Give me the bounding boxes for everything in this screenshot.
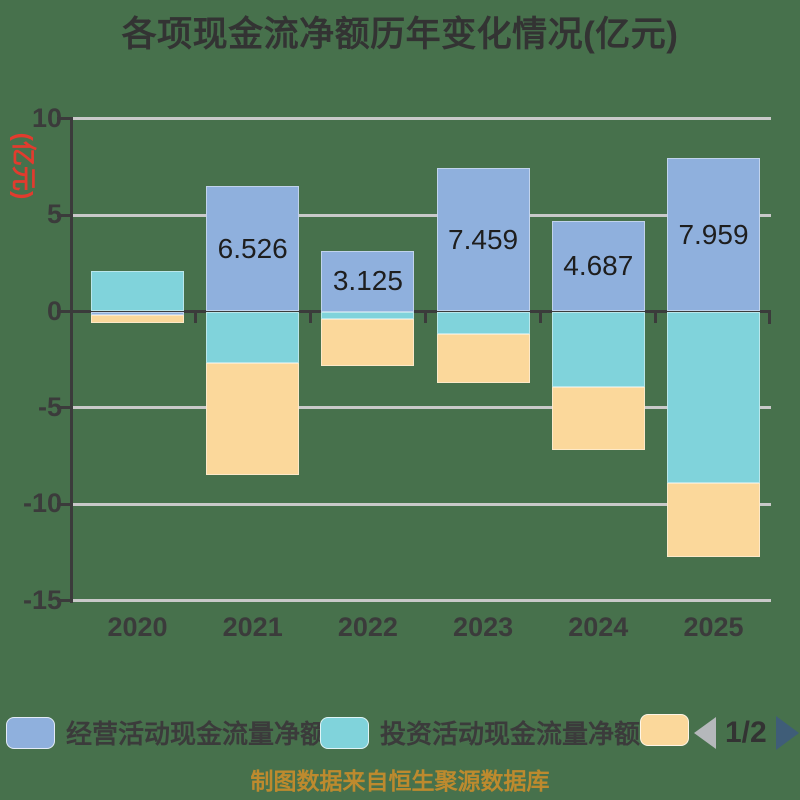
- pager-prev-icon[interactable]: [694, 717, 716, 749]
- zero-axis-tick-1: [193, 311, 197, 323]
- zero-axis-tick-4: [539, 311, 543, 323]
- bar-segment-s2-2023: [436, 311, 530, 334]
- zero-axis-tick-5: [654, 311, 658, 323]
- pager-next-icon[interactable]: [775, 716, 799, 750]
- y-tick-label--10: -10: [22, 488, 62, 519]
- y-tick-10: [57, 117, 71, 121]
- financing-series-swatch: [640, 714, 689, 746]
- chart-title: 各项现金流净额历年变化情况(亿元): [121, 15, 679, 54]
- bar-segment-s3-2024: [551, 386, 645, 451]
- investing-series-swatch: [320, 716, 369, 749]
- bar-segment-s3-2022: [321, 318, 415, 366]
- legend-item-investing[interactable]: 投资活动现金流量净额: [320, 714, 640, 751]
- operating-series-swatch: [6, 716, 55, 749]
- bar-segment-s2-2021: [206, 311, 300, 363]
- legend: 经营活动现金流量净额 投资活动现金流量净额 1/2: [0, 714, 800, 758]
- bar-segment-s3-2023: [436, 333, 530, 383]
- legend-item-operating[interactable]: 经营活动现金流量净额: [6, 714, 326, 751]
- gridline--15: [72, 599, 771, 603]
- y-tick-label-0: 0: [46, 295, 62, 326]
- bar-segment-s1-2020: [91, 311, 184, 316]
- y-tick-label-10: 10: [31, 102, 62, 133]
- gridline-10: [72, 117, 771, 121]
- legend-label-investing: 投资活动现金流量净额: [380, 719, 641, 749]
- bar-segment-s2-2022: [321, 311, 415, 319]
- bar-segment-s1-2022: [321, 251, 415, 312]
- bar-segment-s1-2023: [436, 167, 530, 312]
- bar-value-label-2025: 7.959: [678, 218, 749, 250]
- x-tick-label-2022: 2022: [337, 612, 398, 642]
- bar-value-label-2023: 7.459: [448, 223, 519, 255]
- gridline--10: [72, 502, 771, 506]
- y-tick-label-5: 5: [46, 199, 62, 230]
- legend-label-operating: 经营活动现金流量净额: [66, 719, 327, 749]
- y-tick--10: [57, 502, 71, 506]
- y-tick--15: [57, 599, 71, 603]
- bar-segment-s1-2024: [551, 221, 645, 312]
- bar-segment-s1-2025: [667, 158, 760, 312]
- bar-segment-s2-2024: [551, 311, 645, 387]
- x-tick-label-2024: 2024: [568, 612, 629, 642]
- y-tick-5: [57, 213, 71, 217]
- gridline-5: [72, 213, 771, 217]
- y-axis-line: [70, 117, 73, 603]
- bar-segment-s3-2025: [667, 483, 760, 558]
- y-tick-0: [57, 310, 71, 313]
- zero-axis-end-tick: [768, 311, 771, 324]
- x-tick-label-2020: 2020: [107, 612, 168, 642]
- bar-value-label-2022: 3.125: [332, 265, 403, 297]
- footer-note: 制图数据来自恒生聚源数据库: [250, 768, 550, 794]
- bar-segment-s1-2021: [206, 185, 300, 312]
- x-tick-label-2025: 2025: [683, 612, 744, 642]
- bar-segment-s3-2021: [206, 362, 300, 475]
- y-tick-label--5: -5: [37, 391, 62, 422]
- zero-axis-tick-3: [424, 311, 427, 323]
- pager-page-indicator: 1/2: [725, 716, 767, 749]
- x-tick-label-2021: 2021: [222, 612, 283, 642]
- y-tick-label--15: -15: [22, 584, 62, 615]
- bar-segment-s3-2020: [91, 315, 184, 324]
- bar-value-label-2024: 4.687: [563, 250, 634, 282]
- gridline--5: [72, 406, 771, 410]
- y-tick--5: [57, 406, 71, 410]
- legend-item-financing[interactable]: [640, 714, 689, 746]
- zero-axis-tick-2: [308, 311, 312, 323]
- bar-value-label-2021: 6.526: [217, 232, 288, 264]
- zero-line: [72, 310, 771, 313]
- bar-segment-s2-2020: [91, 271, 184, 312]
- legend-pager: 1/2: [694, 714, 799, 752]
- bar-segment-s2-2025: [667, 311, 760, 484]
- x-tick-label-2023: 2023: [453, 612, 514, 642]
